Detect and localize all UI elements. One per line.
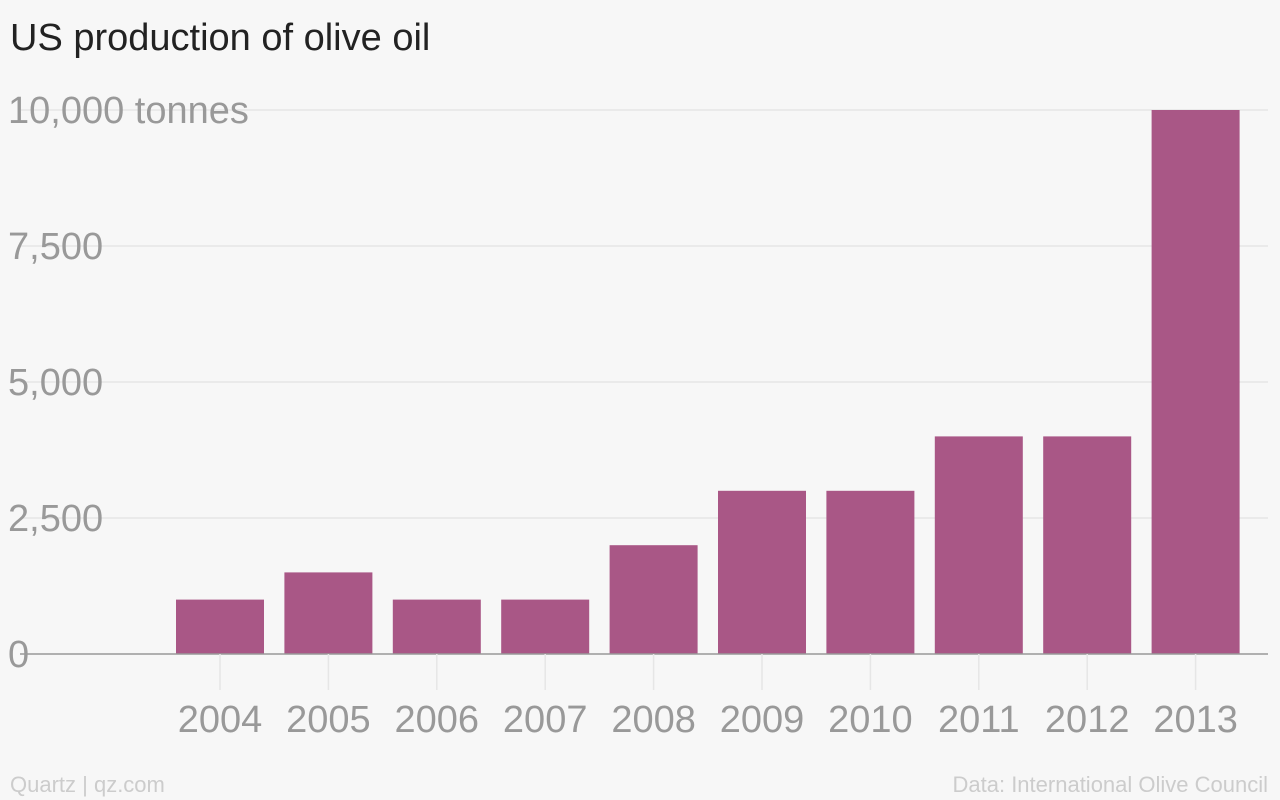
bar-2004 [176,599,264,654]
x-axis-ticks: 2004 2005 2006 2007 2008 2009 2010 2011 2012 2013 [178,654,1238,741]
x-tick-label: 2006 [395,699,480,741]
x-tick-label: 2013 [1153,699,1238,741]
y-tick-label: 2,500 [8,498,103,540]
bar-2012 [1043,436,1132,654]
bars [176,110,1240,654]
y-tick-label: 5,000 [8,362,103,404]
footer-source: Data: International Olive Council [953,772,1269,797]
y-tick-label: 7,500 [8,226,103,268]
x-tick-label: 2007 [503,699,588,741]
footer-credit: Quartz | qz.com [10,772,165,797]
bar-2006 [392,599,481,654]
bar-2010 [826,490,915,654]
y-tick-label: 0 [8,634,29,676]
chart-title: US production of olive oil [10,17,430,59]
bar-2011 [934,436,1023,654]
bar-2007 [501,599,590,654]
x-tick-label: 2010 [828,699,913,741]
x-tick-label: 2011 [938,699,1020,741]
y-axis-ticks: 0 2,500 5,000 7,500 10,000 tonnes [8,90,249,676]
x-tick-label: 2004 [178,699,263,741]
x-tick-label: 2012 [1045,699,1130,741]
x-tick-label: 2005 [286,699,371,741]
x-tick-label: 2008 [611,699,696,741]
bar-2008 [609,545,698,654]
bar-2009 [718,490,806,654]
y-tick-label: 10,000 tonnes [8,90,249,132]
bar-2013 [1151,110,1240,654]
bar-2005 [284,572,373,654]
x-tick-label: 2009 [720,699,805,741]
